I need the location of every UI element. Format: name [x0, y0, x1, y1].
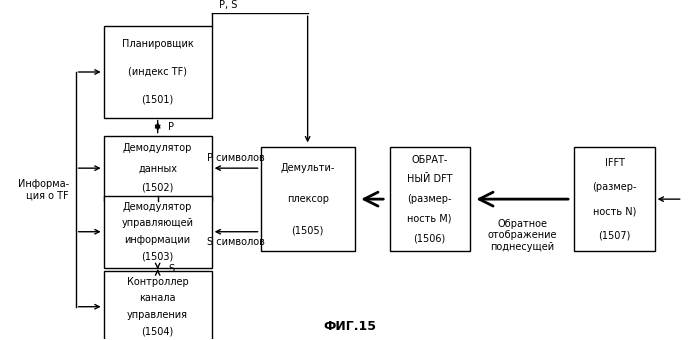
Bar [103, 271, 212, 340]
Text: IFFT: IFFT [605, 158, 624, 168]
Text: (1506): (1506) [414, 234, 446, 243]
Bar [103, 136, 212, 201]
Text: (1507): (1507) [598, 231, 630, 240]
Text: P, S: P, S [219, 0, 237, 10]
Text: Информа-
ция о TF: Информа- ция о TF [17, 178, 69, 200]
Text: (1504): (1504) [141, 327, 174, 337]
Text: ность М): ность М) [408, 214, 452, 224]
Text: плексор: плексор [287, 194, 329, 204]
Text: (1505): (1505) [291, 226, 324, 236]
Text: (размер-: (размер- [592, 182, 637, 192]
Bar [575, 147, 655, 251]
Bar [103, 27, 212, 118]
Text: управления: управления [127, 310, 188, 320]
Text: (1502): (1502) [141, 183, 174, 193]
Text: ность N): ность N) [593, 206, 636, 216]
Text: информации: информации [124, 235, 191, 245]
Text: управляющей: управляющей [122, 218, 194, 228]
Text: НЫЙ DFT: НЫЙ DFT [407, 174, 452, 184]
Text: Обратное
отображение
поднесущей: Обратное отображение поднесущей [487, 219, 557, 252]
Text: P: P [168, 122, 174, 132]
Text: Демодулятор: Демодулятор [123, 143, 192, 153]
Text: (размер-: (размер- [408, 194, 452, 204]
Text: данных: данных [138, 163, 177, 173]
Text: Демодулятор: Демодулятор [123, 202, 192, 212]
Text: (1503): (1503) [141, 252, 174, 262]
Text: (1501): (1501) [141, 95, 174, 105]
Text: канала: канала [139, 293, 176, 303]
Text: Контроллер: Контроллер [127, 277, 189, 287]
Text: (индекс TF): (индекс TF) [128, 67, 187, 77]
Text: ФИГ.15: ФИГ.15 [323, 320, 376, 333]
Bar [389, 147, 470, 251]
Text: ОБРАТ-: ОБРАТ- [412, 155, 448, 165]
Text: S: S [168, 264, 174, 274]
Bar [261, 147, 354, 251]
Text: Демульти-: Демульти- [280, 163, 335, 172]
Text: Планировщик: Планировщик [122, 39, 194, 49]
Bar [103, 196, 212, 268]
Text: P символов: P символов [208, 153, 265, 163]
Text: S символов: S символов [207, 237, 265, 246]
